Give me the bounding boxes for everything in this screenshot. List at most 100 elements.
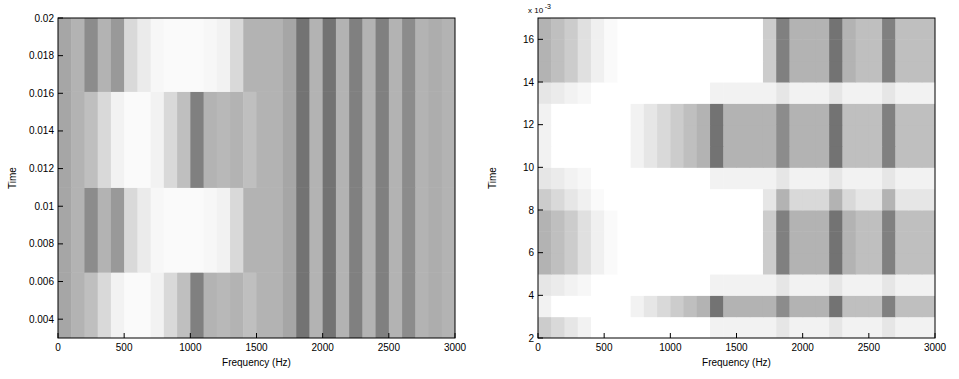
cell bbox=[816, 103, 830, 125]
cell bbox=[631, 82, 645, 104]
cell bbox=[776, 295, 790, 317]
cell bbox=[591, 61, 605, 83]
y-tick bbox=[58, 18, 63, 19]
cell bbox=[604, 146, 618, 168]
x-tick-label: 1000 bbox=[179, 342, 202, 353]
cell bbox=[829, 61, 843, 83]
cell bbox=[177, 272, 191, 338]
cell bbox=[657, 125, 671, 147]
cell bbox=[829, 125, 843, 147]
cell bbox=[164, 187, 178, 272]
cell bbox=[789, 253, 803, 275]
cell bbox=[869, 231, 883, 253]
cell bbox=[816, 167, 830, 189]
cell bbox=[124, 272, 138, 338]
y-tick-label: 6 bbox=[528, 247, 534, 258]
cell bbox=[789, 125, 803, 147]
cell bbox=[111, 187, 125, 272]
cell bbox=[111, 272, 125, 338]
plot-background bbox=[58, 18, 455, 338]
cell bbox=[564, 18, 578, 40]
y-tick-label: 0.008 bbox=[29, 238, 54, 249]
cell bbox=[538, 61, 552, 83]
cell bbox=[697, 82, 711, 104]
x-tick-label: 0 bbox=[55, 342, 61, 353]
cell bbox=[84, 18, 98, 92]
cell bbox=[631, 295, 645, 317]
cell bbox=[737, 125, 751, 147]
x-tick bbox=[670, 333, 671, 338]
cell bbox=[98, 18, 112, 92]
y-tick bbox=[58, 55, 63, 56]
cell bbox=[644, 317, 658, 338]
panel: 050010001500200025003000246810121416Freq… bbox=[487, 3, 947, 368]
cell bbox=[895, 39, 909, 61]
cell bbox=[842, 295, 856, 317]
x-tick bbox=[604, 333, 605, 338]
cell bbox=[750, 146, 764, 168]
cell bbox=[723, 274, 737, 296]
cell bbox=[604, 295, 618, 317]
y-tick-label: 0.01 bbox=[35, 201, 55, 212]
cell bbox=[803, 18, 817, 40]
y-tick-label: 2 bbox=[528, 333, 534, 344]
cell bbox=[829, 317, 843, 338]
cell bbox=[909, 125, 923, 147]
cell bbox=[895, 274, 909, 296]
cell bbox=[922, 167, 935, 189]
cell bbox=[816, 189, 830, 211]
cell bbox=[578, 61, 592, 83]
cell bbox=[670, 231, 684, 253]
cell bbox=[442, 91, 455, 188]
y-tick bbox=[538, 167, 543, 168]
cell bbox=[551, 18, 565, 40]
cell bbox=[789, 210, 803, 232]
cell bbox=[644, 39, 658, 61]
cell bbox=[750, 82, 764, 104]
cell bbox=[578, 39, 592, 61]
cell bbox=[710, 231, 724, 253]
cell bbox=[723, 167, 737, 189]
cell bbox=[856, 317, 870, 338]
cell bbox=[882, 18, 896, 40]
cell bbox=[882, 210, 896, 232]
cell bbox=[737, 317, 751, 338]
cell bbox=[869, 39, 883, 61]
cell bbox=[164, 18, 178, 92]
cell bbox=[551, 39, 565, 61]
cell bbox=[578, 146, 592, 168]
cell bbox=[763, 18, 777, 40]
cell bbox=[723, 146, 737, 168]
cell bbox=[684, 231, 698, 253]
cell bbox=[856, 61, 870, 83]
cell bbox=[644, 210, 658, 232]
cell bbox=[856, 167, 870, 189]
cell bbox=[591, 253, 605, 275]
cell bbox=[657, 61, 671, 83]
cell bbox=[697, 189, 711, 211]
cell bbox=[323, 187, 337, 272]
y-tick bbox=[58, 168, 63, 169]
cell bbox=[710, 39, 724, 61]
cell bbox=[442, 272, 455, 338]
cell bbox=[190, 91, 204, 188]
cell bbox=[617, 103, 631, 125]
cell bbox=[750, 210, 764, 232]
cell bbox=[204, 272, 218, 338]
cell bbox=[349, 18, 363, 92]
cell bbox=[657, 189, 671, 211]
cell bbox=[336, 18, 350, 92]
cell bbox=[670, 295, 684, 317]
y-tick-label: 10 bbox=[523, 162, 535, 173]
cell bbox=[710, 103, 724, 125]
cell bbox=[776, 317, 790, 338]
cell bbox=[895, 61, 909, 83]
cell bbox=[869, 125, 883, 147]
cell bbox=[829, 253, 843, 275]
cell bbox=[58, 272, 72, 338]
cell bbox=[737, 231, 751, 253]
cell bbox=[882, 39, 896, 61]
y-tick bbox=[538, 39, 543, 40]
cell bbox=[737, 61, 751, 83]
y-tick-label: 14 bbox=[523, 77, 535, 88]
